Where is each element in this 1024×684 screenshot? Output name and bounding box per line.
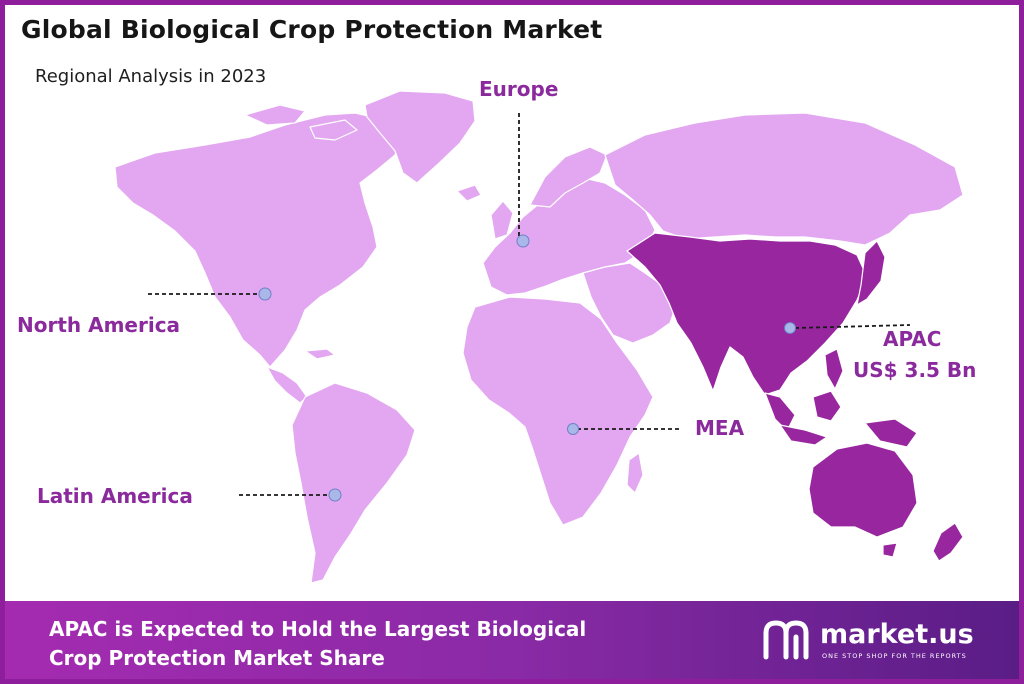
land-north-america [114,112,401,368]
land-indonesia-1 [779,424,828,446]
land-new-guinea [864,418,918,448]
land-japan [856,240,886,306]
land-scandinavia [529,146,608,208]
value-apac: US$ 3.5 Bn [853,358,977,382]
land-arctic-islands [244,104,306,126]
land-south-america [291,382,416,584]
land-iceland [456,184,482,202]
marker-latin-america [328,488,342,502]
land-philippines [824,348,844,390]
market-us-logo: market.us ONE STOP SHOP FOR THE REPORTS [760,617,1010,665]
land-caribbean [304,348,336,360]
footer-banner: APAC is Expected to Hold the Largest Bio… [5,601,1019,679]
land-australia [808,442,918,538]
marker-mea [567,423,579,435]
land-tasmania [882,542,898,558]
land-indochina [764,392,796,432]
land-greenland [364,90,476,184]
land-russia [604,112,964,246]
label-mea: MEA [695,416,745,440]
leader-line-apac [794,324,911,329]
land-middle-east [582,262,678,344]
land-indonesia-2 [812,390,842,422]
logo-wordmark: market.us [820,619,974,650]
land-africa [462,296,654,526]
chart-subtitle: Regional Analysis in 2023 [35,66,267,87]
land-new-zealand [932,522,964,562]
land-uk [490,200,514,240]
chart-title: Global Biological Crop Protection Market [21,15,603,44]
land-asia-pacific [626,232,868,396]
logo-mark-icon [763,620,809,660]
marker-north-america [258,287,272,301]
land-central-america [266,366,308,404]
footer-text: APAC is Expected to Hold the Largest Bio… [49,615,669,673]
label-apac: APAC [883,327,942,351]
footer-line-1: APAC is Expected to Hold the Largest Bio… [49,617,587,641]
land-arctic-islands-2 [309,119,358,141]
footer-line-2: Crop Protection Market Share [49,646,385,670]
land-madagascar [626,452,644,494]
marker-apac [784,322,796,334]
logo-tagline: ONE STOP SHOP FOR THE REPORTS [822,652,967,660]
world-map [114,90,964,584]
label-europe: Europe [479,77,559,101]
label-latin-america: Latin America [37,484,193,508]
label-north-america: North America [17,313,181,337]
marker-europe [516,234,530,248]
